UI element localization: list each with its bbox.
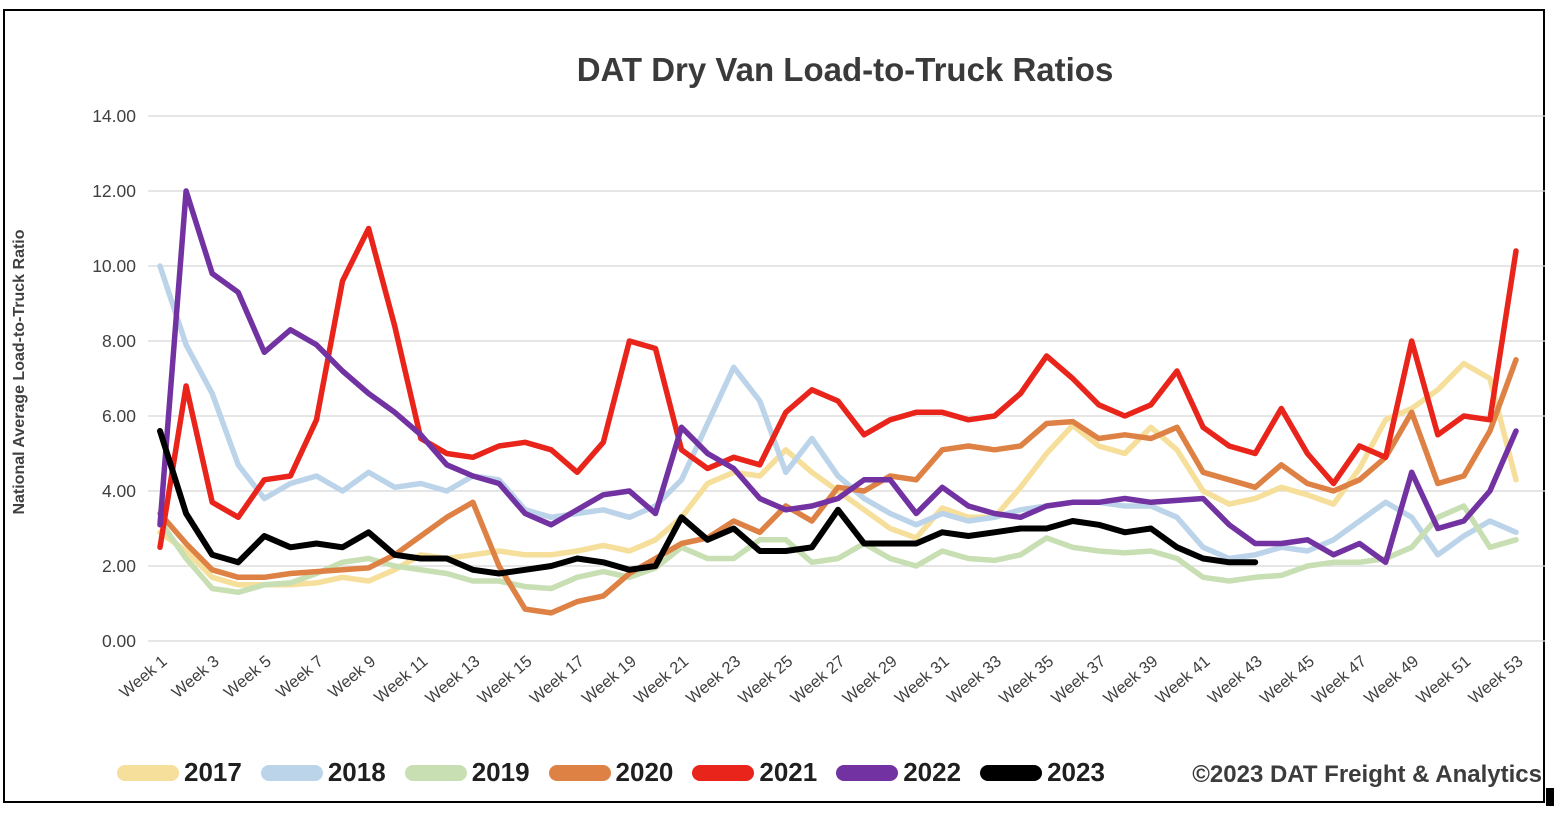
series-line-2022 xyxy=(157,188,1519,566)
legend-label-2023: 2023 xyxy=(1047,757,1105,787)
legend-item-2020: 2020 xyxy=(548,757,674,788)
y-tick-label: 14.00 xyxy=(92,106,136,126)
x-tick-label: Week 27 xyxy=(787,652,848,707)
legend-swatch-2020 xyxy=(548,764,611,781)
legend-item-2019: 2019 xyxy=(404,757,530,788)
series-line-2018 xyxy=(157,263,1519,562)
x-tick-label: Week 25 xyxy=(735,652,796,707)
x-tick-label: Week 11 xyxy=(371,652,431,707)
legend-label-2018: 2018 xyxy=(327,757,386,787)
x-tick-label: Week 35 xyxy=(996,652,1057,707)
chart-title: DAT Dry Van Load-to-Truck Ratios xyxy=(576,51,1114,88)
y-tick-label: 4.00 xyxy=(102,481,136,501)
x-tick-label: Week 45 xyxy=(1257,652,1318,707)
y-tick-label: 8.00 xyxy=(102,331,136,351)
x-tick-label: Week 23 xyxy=(683,652,744,707)
legend-label-2021: 2021 xyxy=(759,757,818,787)
x-tick-label: Week 5 xyxy=(221,652,275,702)
y-tick-label: 2.00 xyxy=(102,556,136,576)
y-tick-label: 12.00 xyxy=(92,181,136,201)
series-line-2019 xyxy=(157,503,1519,596)
legend: 2017 2018 2019 2020 2021 2022 2023 xyxy=(117,757,1105,788)
x-tick-label: Week 3 xyxy=(169,652,223,702)
x-tick-label: Week 1 xyxy=(116,652,170,702)
y-tick-label: 10.00 xyxy=(92,256,136,276)
x-tick-label: Week 31 xyxy=(892,652,953,707)
edge-artifact xyxy=(1546,788,1554,806)
x-tick-label: Week 21 xyxy=(631,652,692,707)
series-line-2020 xyxy=(157,357,1519,616)
legend-label-2020: 2020 xyxy=(615,757,674,787)
x-tick-label: Week 41 xyxy=(1152,652,1213,707)
x-tick-label: Week 15 xyxy=(474,652,535,707)
legend-swatch-2023 xyxy=(980,764,1043,781)
legend-swatch-2021 xyxy=(692,764,755,781)
x-tick-label: Week 13 xyxy=(422,652,483,707)
legend-item-2023: 2023 xyxy=(980,757,1105,788)
x-tick-label: Week 29 xyxy=(839,652,900,707)
y-tick-label: 0.00 xyxy=(102,631,136,651)
x-tick-label: Week 43 xyxy=(1205,652,1266,707)
x-tick-label: Week 49 xyxy=(1361,652,1422,707)
legend-label-2019: 2019 xyxy=(471,757,530,787)
chart-frame: DAT Dry Van Load-to-Truck Ratios Nationa… xyxy=(3,9,1545,803)
x-tick-label: Week 51 xyxy=(1413,652,1474,707)
x-tick-label: Week 7 xyxy=(273,652,327,702)
legend-label-2017: 2017 xyxy=(184,757,242,787)
legend-label-2022: 2022 xyxy=(903,757,962,787)
series-line-2023 xyxy=(157,428,1259,577)
series-line-2021 xyxy=(157,225,1519,551)
legend-swatch-2018 xyxy=(260,764,323,781)
x-tick-label: Week 47 xyxy=(1309,652,1370,707)
copyright-text: ©2023 DAT Freight & Analytics xyxy=(1192,761,1542,788)
x-tick-label: Week 33 xyxy=(944,652,1005,707)
legend-item-2021: 2021 xyxy=(692,757,817,788)
y-tick-label: 6.00 xyxy=(102,406,136,426)
legend-item-2018: 2018 xyxy=(260,757,386,788)
x-tick-label: Week 39 xyxy=(1100,652,1161,707)
legend-item-2022: 2022 xyxy=(836,757,961,788)
legend-swatch-2019 xyxy=(404,764,467,781)
x-tick-label: Week 37 xyxy=(1048,652,1109,707)
x-tick-label: Week 53 xyxy=(1465,652,1526,707)
plot-area: 0.00 2.00 4.00 6.00 8.00 10.00 12.00 14.00 Week … xyxy=(92,106,1545,708)
legend-item-2017: 2017 xyxy=(117,757,242,788)
x-tick-label: Week 17 xyxy=(527,652,588,707)
series-lines xyxy=(157,188,1519,616)
y-axis-labels: 0.00 2.00 4.00 6.00 8.00 10.00 12.00 14.00 xyxy=(92,106,136,651)
legend-swatch-2022 xyxy=(836,764,899,781)
x-tick-label: Week 19 xyxy=(579,652,640,707)
legend-swatch-2017 xyxy=(117,764,179,781)
